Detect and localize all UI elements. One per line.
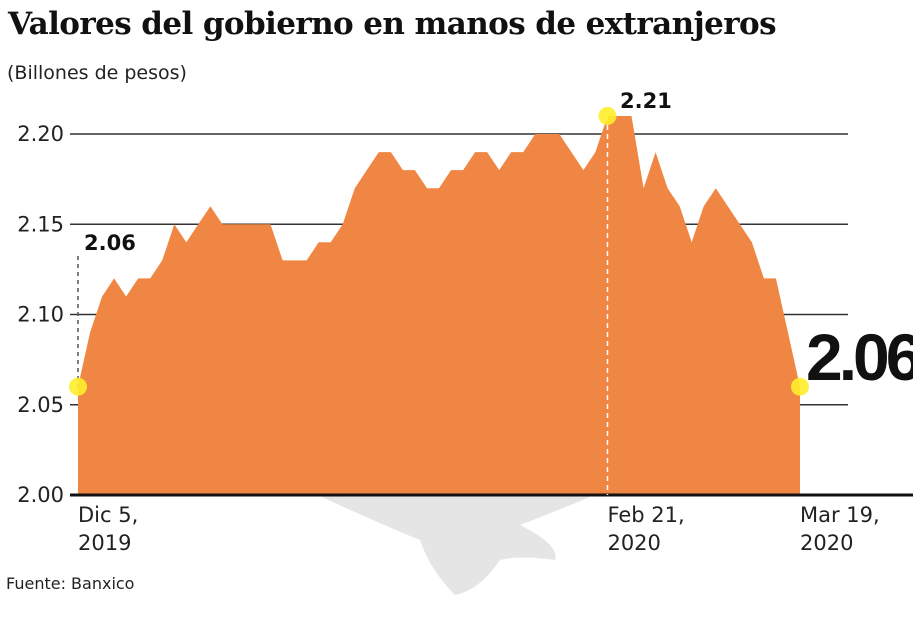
data-point [438, 187, 440, 189]
data-point [655, 151, 657, 153]
data-point [570, 151, 572, 153]
data-point [763, 277, 765, 279]
data-point [474, 151, 476, 153]
chart-subtitle: (Billones de pesos) [7, 62, 187, 84]
data-point [318, 241, 320, 243]
data-point [414, 169, 416, 171]
data-point [558, 133, 560, 135]
data-point [330, 241, 332, 243]
data-point [534, 133, 536, 135]
data-point [522, 151, 524, 153]
data-point [402, 169, 404, 171]
x-tick-label: 2019 [78, 531, 131, 555]
data-point [510, 151, 512, 153]
data-point [258, 223, 260, 225]
data-point [161, 259, 163, 261]
data-point [751, 241, 753, 243]
data-point [113, 277, 115, 279]
y-tick-label: 2.00 [17, 483, 64, 507]
y-tick-label: 2.20 [17, 122, 64, 146]
data-point [787, 332, 789, 334]
data-point [462, 169, 464, 171]
data-point [282, 259, 284, 261]
data-point [306, 259, 308, 261]
highlight-marker [69, 377, 87, 396]
data-point [546, 133, 548, 135]
data-point [390, 151, 392, 153]
data-point [294, 259, 296, 261]
data-point [739, 223, 741, 225]
data-point [498, 169, 500, 171]
data-point [270, 223, 272, 225]
data-point [366, 169, 368, 171]
data-point [245, 223, 247, 225]
data-point [486, 151, 488, 153]
data-point [679, 205, 681, 207]
data-point [221, 223, 223, 225]
area-series [78, 116, 800, 495]
data-point [209, 205, 211, 207]
data-point [137, 277, 139, 279]
data-point [691, 241, 693, 243]
data-point [197, 223, 199, 225]
peak-value-label: 2.21 [620, 89, 672, 113]
y-tick-label: 2.10 [17, 303, 64, 327]
data-point [727, 205, 729, 207]
data-point [426, 187, 428, 189]
x-tick-label: Dic 5, [78, 503, 138, 527]
data-point [703, 205, 705, 207]
data-point [631, 115, 633, 117]
latest-value-label: 2.06 [806, 320, 913, 394]
data-point [233, 223, 235, 225]
start-value-label: 2.06 [84, 231, 136, 255]
data-point [667, 187, 669, 189]
data-point [643, 187, 645, 189]
x-tick-label: Mar 19, [800, 503, 880, 527]
data-point [89, 332, 91, 334]
x-tick-label: 2020 [800, 531, 853, 555]
data-point [775, 277, 777, 279]
data-point [378, 151, 380, 153]
data-point [342, 223, 344, 225]
chart-title: Valores del gobierno en manos de extranj… [8, 6, 777, 42]
highlight-marker [598, 106, 617, 125]
source-note: Fuente: Banxico [6, 574, 135, 593]
data-point [450, 169, 452, 171]
data-point [354, 187, 356, 189]
data-point [582, 169, 584, 171]
data-point [125, 295, 127, 297]
data-point [149, 277, 151, 279]
x-tick-label: Feb 21, [607, 503, 684, 527]
data-point [101, 295, 103, 297]
x-tick-label: 2020 [607, 531, 660, 555]
data-point [594, 151, 596, 153]
data-point [715, 187, 717, 189]
y-tick-label: 2.15 [17, 212, 64, 236]
highlight-marker [791, 377, 809, 396]
data-point [619, 115, 621, 117]
y-tick-label: 2.05 [17, 393, 64, 417]
data-point [185, 241, 187, 243]
data-point [173, 223, 175, 225]
